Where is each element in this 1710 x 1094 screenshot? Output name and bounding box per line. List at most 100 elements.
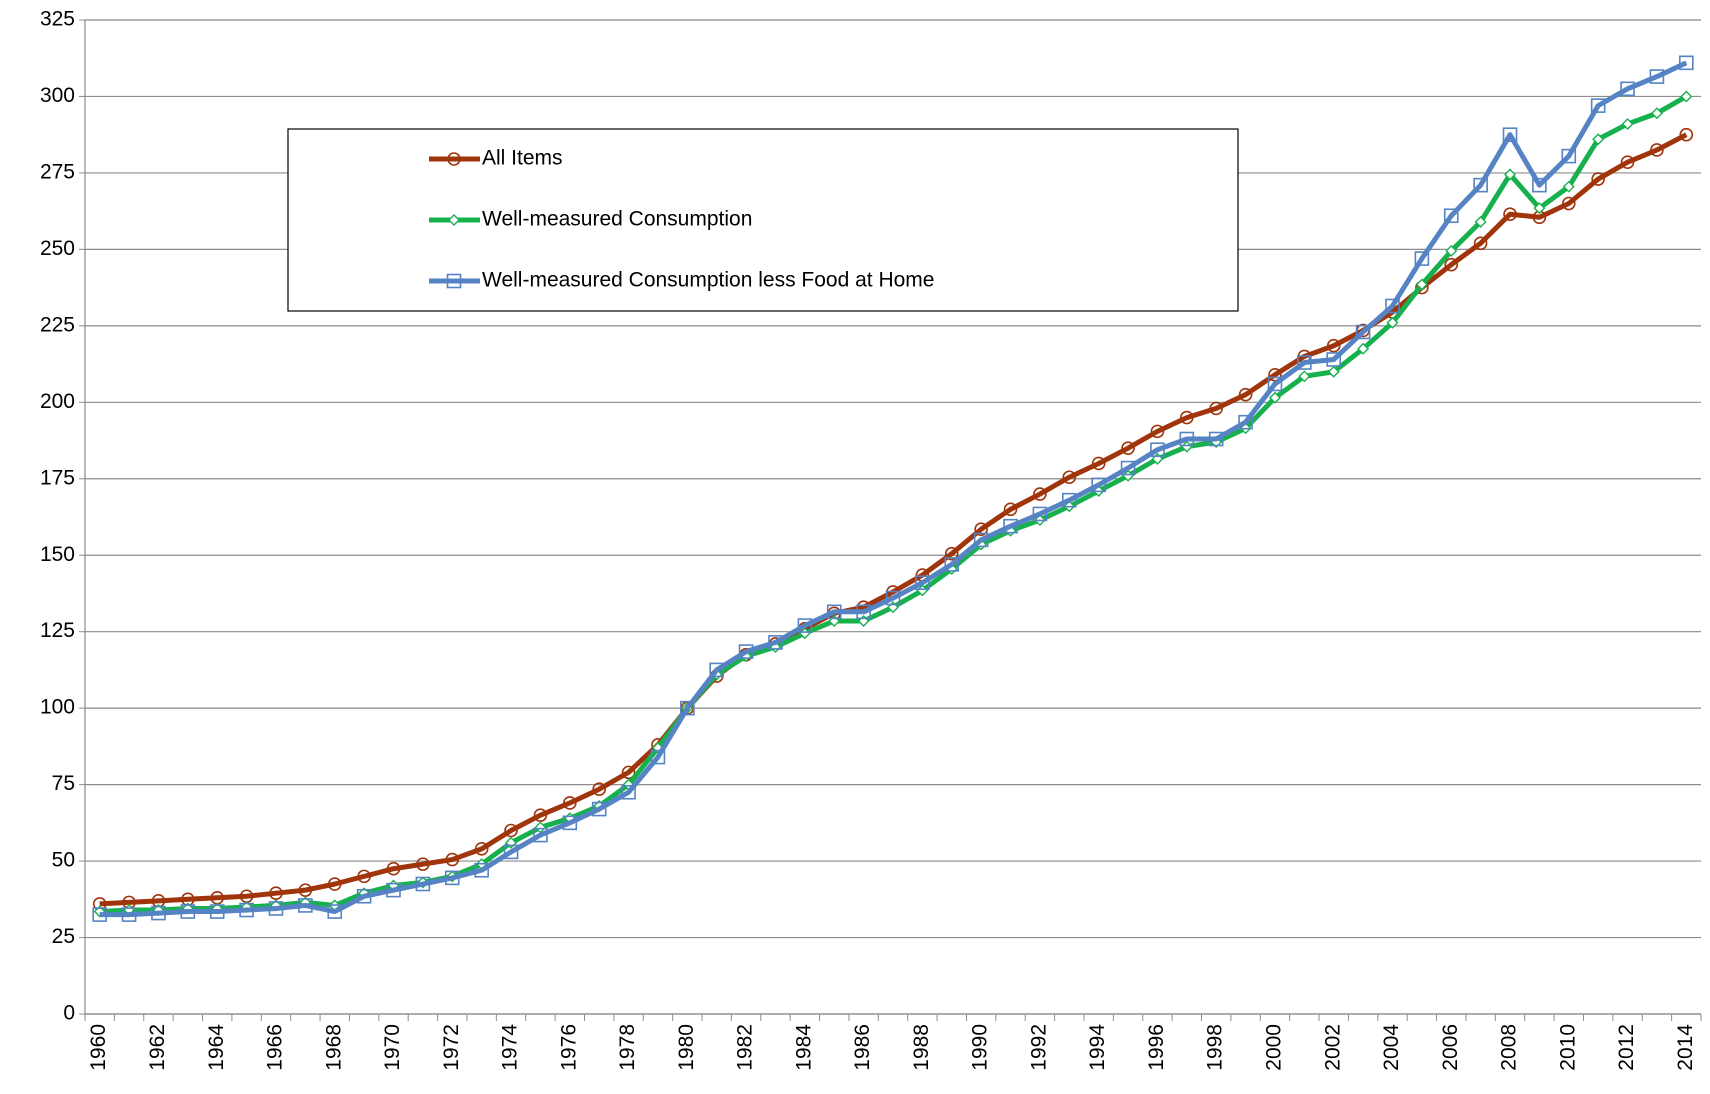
x-tick-label: 1984: [792, 1024, 815, 1071]
point: [1679, 55, 1694, 71]
point: [93, 905, 106, 918]
point: [1179, 431, 1195, 447]
x-tick-label: 1972: [440, 1024, 463, 1071]
y-tick-label: 250: [40, 237, 75, 260]
x-tick-label: 2012: [1615, 1024, 1638, 1071]
point: [1503, 207, 1517, 222]
point: [1473, 236, 1488, 251]
point: [1386, 316, 1399, 329]
x-tick-label: 1968: [322, 1024, 345, 1071]
point: [1650, 143, 1664, 157]
series-line: [99, 60, 1688, 918]
point: [1443, 208, 1459, 224]
point: [1326, 352, 1342, 367]
y-tick-label: 25: [52, 925, 75, 948]
y-tick-label: 100: [40, 696, 75, 719]
point: [1414, 251, 1430, 266]
point: [1062, 470, 1077, 485]
point: [445, 852, 460, 867]
y-tick-label: 275: [40, 160, 75, 183]
point: [1061, 492, 1077, 508]
x-tick-label: 1996: [1145, 1024, 1168, 1071]
point: [416, 857, 430, 871]
y-tick-label: 175: [40, 466, 75, 489]
point: [1326, 338, 1341, 353]
point: [1267, 376, 1283, 392]
point: [562, 815, 578, 831]
y-tick-label: 75: [52, 772, 75, 795]
x-tick-label: 1970: [381, 1024, 404, 1071]
legend-label: Well-measured Consumption: [482, 208, 752, 231]
point: [1415, 278, 1428, 291]
point: [474, 862, 489, 878]
point: [327, 904, 343, 919]
point: [856, 604, 871, 620]
point: [1180, 410, 1194, 425]
point: [386, 861, 401, 876]
point: [974, 522, 988, 537]
point: [268, 901, 284, 916]
point: [768, 635, 783, 650]
point: [1091, 456, 1106, 471]
point: [973, 532, 989, 548]
point: [1120, 460, 1136, 476]
point: [1091, 477, 1106, 493]
point: [209, 904, 225, 919]
point: [1621, 117, 1634, 130]
x-tick-label: 1976: [557, 1024, 580, 1071]
x-tick-label: 1974: [499, 1024, 522, 1071]
point: [1209, 401, 1223, 416]
point: [1680, 90, 1693, 103]
y-tick-label: 0: [63, 1002, 75, 1025]
legend: All Items Well-measured Consumption Well-m…: [287, 128, 1239, 312]
point: [1649, 69, 1665, 84]
x-tick-label: 1962: [146, 1024, 169, 1071]
point: [386, 882, 401, 898]
x-tick-label: 2008: [1498, 1024, 1521, 1071]
point: [356, 888, 372, 904]
point: [444, 870, 460, 886]
point: [915, 575, 930, 591]
point: [533, 808, 548, 823]
point: [826, 604, 842, 620]
x-tick-label: 1998: [1204, 1024, 1227, 1071]
point: [504, 823, 518, 838]
y-tick-label: 125: [40, 619, 75, 642]
point: [944, 557, 960, 572]
point: [1150, 442, 1165, 458]
y-tick-label: 325: [40, 8, 75, 31]
point: [1238, 387, 1253, 402]
point: [269, 886, 283, 900]
point: [738, 644, 754, 659]
point: [1620, 81, 1635, 97]
x-tick-label: 1994: [1086, 1024, 1109, 1071]
point: [1150, 424, 1165, 439]
point: [151, 905, 166, 921]
x-tick-label: 2004: [1380, 1024, 1403, 1071]
x-tick-label: 1988: [910, 1024, 933, 1071]
point: [1592, 133, 1605, 146]
point: [1444, 257, 1459, 272]
x-tick-label: 2000: [1263, 1024, 1286, 1071]
x-tick-label: 1986: [851, 1024, 874, 1071]
point: [1679, 127, 1694, 142]
x-tick-label: 2014: [1674, 1024, 1697, 1071]
x-tick-label: 1960: [87, 1024, 110, 1071]
point: [1650, 107, 1663, 120]
point: [1327, 365, 1340, 378]
point: [1121, 441, 1135, 455]
point: [1561, 196, 1576, 211]
x-tick-label: 1990: [969, 1024, 992, 1071]
point: [1003, 518, 1018, 534]
legend-label: All Items: [482, 147, 563, 170]
point: [1620, 155, 1635, 170]
point: [1355, 324, 1371, 340]
point: [592, 782, 606, 797]
y-tick-label: 50: [52, 849, 75, 872]
point: [533, 827, 548, 843]
legend-label: Well-measured Consumption less Food at H…: [482, 269, 934, 292]
point: [1561, 148, 1577, 164]
point: [1504, 168, 1517, 181]
x-tick-label: 1966: [264, 1024, 287, 1071]
